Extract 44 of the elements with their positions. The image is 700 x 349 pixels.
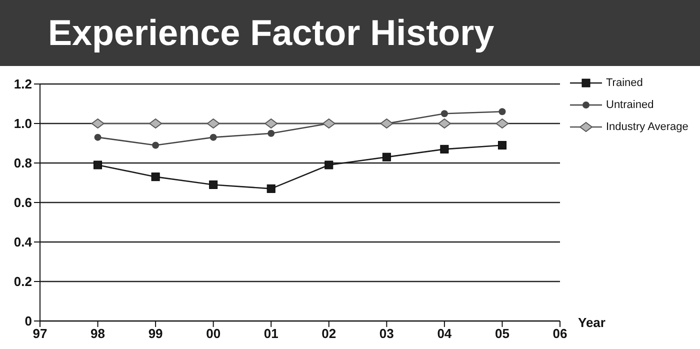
point	[206, 118, 220, 128]
point	[151, 172, 160, 182]
point	[496, 118, 509, 128]
x-tick-label: 97	[32, 326, 48, 342]
point	[94, 134, 102, 141]
x-tick-label: 01	[264, 326, 278, 342]
point	[382, 152, 391, 162]
point	[498, 108, 506, 116]
x-tick-label: 02	[322, 326, 336, 342]
y-tick-label: 0.2	[14, 274, 32, 290]
legend-label: Untrained	[606, 99, 654, 111]
x-tick-label: 98	[90, 326, 106, 342]
y-tick-label: 0.4	[14, 234, 33, 250]
point	[438, 118, 451, 128]
legend-label: Industry Average	[606, 121, 688, 133]
point	[94, 160, 102, 170]
point	[268, 130, 275, 137]
x-axis-title: Year	[578, 315, 606, 330]
point	[152, 142, 160, 149]
x-tick-label: 03	[379, 326, 394, 342]
y-tick-label: 1.0	[14, 116, 32, 132]
point	[380, 118, 394, 128]
point	[209, 180, 218, 189]
y-tick-label: 1.2	[14, 76, 32, 92]
y-tick-label: 0	[24, 314, 32, 329]
point	[440, 144, 449, 154]
x-tick-label: 05	[494, 326, 510, 342]
point	[264, 118, 278, 128]
y-tick-label: 0.6	[14, 195, 32, 210]
x-tick-label: 99	[148, 326, 163, 342]
point	[324, 160, 334, 170]
legend-label: Trained	[606, 77, 643, 89]
point	[91, 118, 104, 128]
point	[210, 134, 217, 141]
x-tick-label: 00	[206, 326, 221, 342]
point	[266, 184, 276, 193]
point	[322, 118, 336, 128]
chart-title: Experience Factor History	[0, 0, 700, 66]
point	[498, 140, 506, 150]
y-tick-label: 0.8	[14, 156, 32, 171]
x-tick-label: 06	[552, 326, 568, 342]
x-tick-label: 04	[437, 326, 452, 342]
point	[440, 110, 448, 118]
point	[149, 118, 162, 128]
